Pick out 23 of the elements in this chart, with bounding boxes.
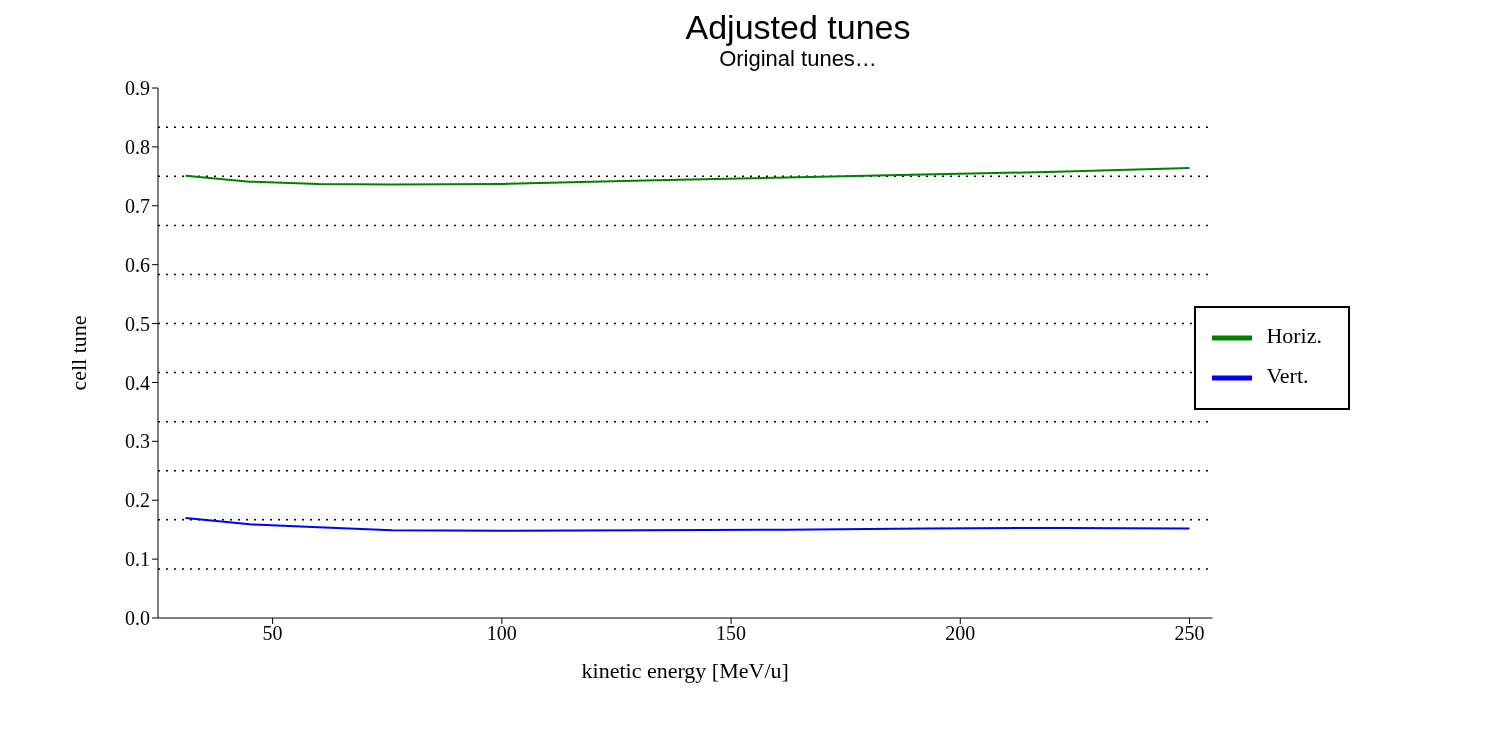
y-tick-label: 0.7: [125, 194, 150, 217]
x-tick-label: 150: [716, 622, 747, 645]
y-tick-label: 0.0: [125, 607, 150, 630]
x-tick-label: 50: [262, 622, 283, 645]
x-tick-label: 200: [945, 622, 976, 645]
chart-subtitle: Original tunes…: [718, 46, 878, 72]
y-axis-title: cell tune: [65, 315, 91, 391]
y-tick-label: 0.3: [125, 430, 150, 453]
legend-label: Vert.: [1266, 363, 1309, 389]
y-tick-label: 0.4: [125, 371, 150, 394]
y-tick-label: 0.8: [125, 135, 150, 158]
line-series: [184, 167, 1191, 186]
x-tick-label: 250: [1174, 622, 1205, 645]
line-series: [184, 516, 1191, 532]
y-tick-label: 0.6: [125, 253, 150, 276]
y-tick-label: 0.9: [125, 77, 150, 100]
y-tick-label: 0.2: [125, 489, 150, 512]
x-tick-label: 100: [486, 622, 517, 645]
chart-title: Adjusted tunes: [684, 8, 912, 46]
x-axis-title: kinetic energy [MeV/u]: [581, 658, 789, 683]
y-tick-label: 0.1: [125, 548, 150, 571]
y-tick-label: 0.5: [125, 312, 150, 335]
legend-label: Horiz.: [1266, 323, 1322, 349]
